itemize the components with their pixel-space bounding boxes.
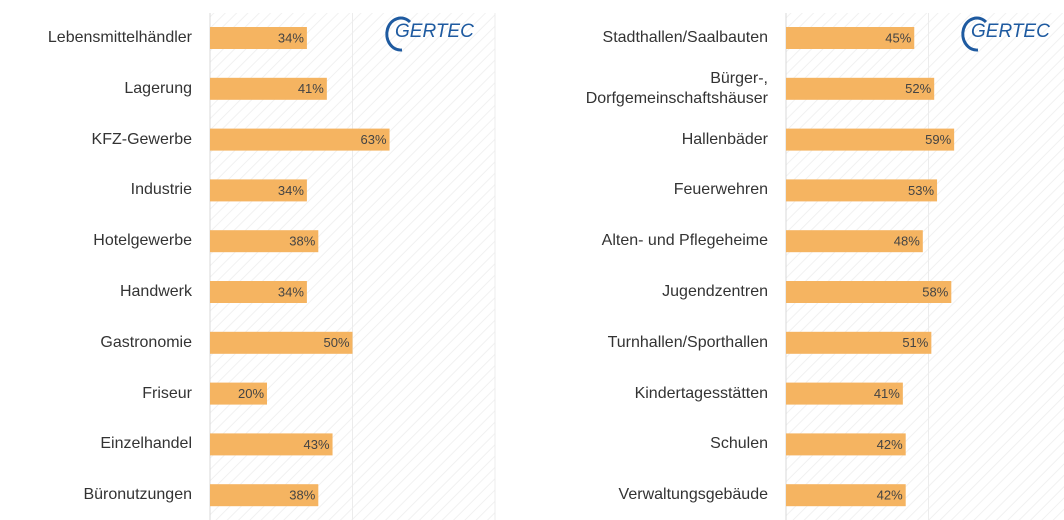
value-label: 34% [278,30,304,45]
value-label: 43% [304,437,330,452]
value-label: 34% [278,284,304,299]
bar [210,484,319,507]
bar [210,27,307,49]
value-label: 41% [874,386,900,401]
bar [786,128,955,151]
bar [210,433,333,456]
category-label: Industrie [130,181,192,199]
category-label: Kindertagesstätten [634,384,768,402]
logo-arc [961,16,988,52]
value-label: 41% [298,81,324,96]
bar [786,484,906,507]
bar [210,77,327,100]
value-label: 63% [361,132,387,147]
value-label: 50% [323,335,349,350]
value-label: 51% [902,335,928,350]
category-label: Stadthallen/Saalbauten [602,29,768,46]
category-label: Bürger-, Dorfgemeinschaftshäuser [585,69,768,107]
category-label: Verwaltungsgebäude [618,486,768,504]
value-label: 38% [289,488,315,503]
value-label: 38% [289,234,315,249]
category-label: Hallenbäder [681,130,768,148]
bar [210,179,307,202]
value-label: 59% [925,132,951,147]
category-label: Alten- und Pflegeheime [601,232,768,250]
category-label: Gastronomie [100,333,192,351]
value-label: 34% [278,183,304,198]
value-label: 45% [885,30,911,45]
value-label: 48% [894,234,920,249]
bar [786,77,935,100]
category-label: Einzelhandel [100,435,192,453]
bar [210,281,307,303]
category-label: Lebensmittelhändler [47,29,192,46]
category-label: Turnhallen/Sporthallen [607,333,768,351]
bar [210,230,319,253]
category-label: Jugendzentren [662,283,768,300]
category-label: Handwerk [119,283,192,300]
bar [210,382,267,405]
logo: GERTEC [395,21,474,42]
bar [786,281,952,303]
logo-arc [385,16,412,52]
category-label: Friseur [142,384,192,402]
bar [786,382,903,405]
value-label: 42% [877,488,903,503]
category-label: Feuerwehren [673,181,768,199]
category-label: Schulen [710,435,768,453]
bar [786,27,915,49]
bar [786,433,906,456]
category-label: Lagerung [124,79,192,97]
value-label: 20% [238,386,264,401]
bar [786,331,932,354]
value-label: 58% [922,284,948,299]
logo: GERTEC [971,21,1050,42]
category-label: Büronutzungen [83,486,192,504]
value-label: 52% [905,81,931,96]
bar [786,230,923,253]
bar [786,179,938,202]
category-label: Hotelgewerbe [93,232,192,250]
category-label: KFZ-Gewerbe [91,130,192,148]
value-label: 42% [877,437,903,452]
bar [210,331,353,354]
value-label: 53% [908,183,934,198]
bar [210,128,390,151]
